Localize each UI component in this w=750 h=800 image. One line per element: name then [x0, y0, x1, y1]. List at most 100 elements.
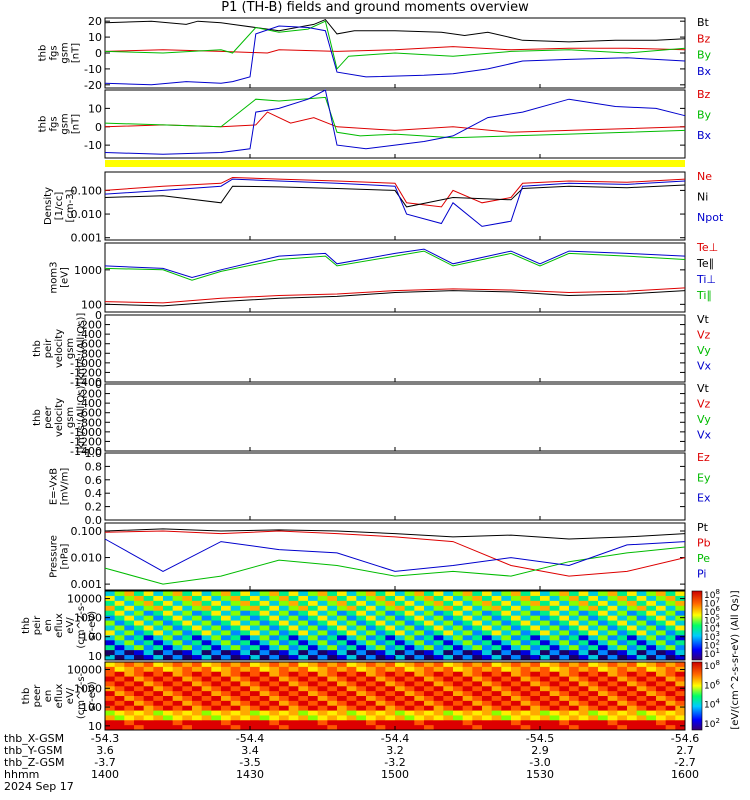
heatmap-cell: [250, 605, 261, 612]
heatmap-cell: [356, 600, 367, 607]
heatmap-cell: [317, 671, 328, 678]
heatmap-cell: [385, 710, 396, 716]
heatmap-cell: [598, 676, 609, 682]
heatmap-cell: [530, 625, 541, 631]
heatmap-cell: [414, 630, 425, 636]
heatmap-cell: [501, 645, 512, 651]
heatmap-cell: [385, 620, 396, 626]
heatmap-cell: [385, 655, 396, 661]
heatmap-cell: [559, 615, 570, 622]
heatmap-cell: [549, 662, 560, 668]
heatmap-cell: [549, 595, 560, 602]
heatmap-cell: [588, 620, 599, 626]
heatmap-cell: [520, 720, 531, 726]
y-axis-label: eflux: [54, 684, 65, 709]
heatmap-cell: [308, 625, 319, 631]
heatmap-cell: [308, 650, 319, 656]
heatmap-cell: [501, 696, 512, 702]
heatmap-cell: [540, 666, 551, 673]
heatmap-cell: [520, 710, 531, 716]
heatmap-cell: [153, 662, 164, 668]
heatmap-cell: [433, 655, 444, 661]
heatmap-cell: [530, 640, 541, 646]
heatmap-cell: [114, 595, 125, 602]
heatmap-cell: [540, 600, 551, 607]
heatmap-cell: [201, 625, 212, 631]
heatmap-cell: [665, 625, 676, 631]
heatmap-cell: [221, 600, 232, 607]
heatmap-cell: [279, 676, 290, 682]
heatmap-cell: [143, 671, 154, 678]
heatmap-cell: [646, 645, 657, 651]
heatmap-cell: [472, 630, 483, 636]
heatmap-cell: [511, 600, 522, 607]
heatmap-cell: [182, 686, 193, 692]
heatmap-cell: [259, 700, 270, 707]
heatmap-cell: [211, 686, 222, 692]
heatmap-cell: [482, 715, 493, 721]
heatmap-cell: [588, 625, 599, 631]
heatmap-cell: [472, 710, 483, 716]
heatmap-cell: [424, 645, 435, 651]
heatmap-cell: [491, 662, 502, 668]
heatmap-cell: [646, 650, 657, 656]
heatmap-cell: [578, 605, 589, 612]
heatmap-cell: [646, 710, 657, 716]
heatmap-cell: [356, 720, 367, 726]
heatmap-cell: [482, 610, 493, 617]
heatmap-cell: [385, 625, 396, 631]
heatmap-cell: [279, 691, 290, 697]
y-tick-label: 0: [95, 47, 102, 60]
heatmap-cell: [598, 681, 609, 687]
heatmap-cell: [114, 725, 125, 731]
heatmap-cell: [172, 605, 183, 612]
heatmap-cell: [124, 645, 135, 651]
heatmap-cell: [395, 640, 406, 646]
heatmap-cell: [636, 686, 647, 692]
heatmap-cell: [356, 650, 367, 656]
heatmap-cell: [269, 715, 280, 721]
heatmap-cell: [395, 645, 406, 651]
heatmap-cell: [288, 676, 299, 682]
heatmap-cell: [404, 681, 415, 687]
heatmap-cell: [617, 635, 628, 641]
heatmap-cell: [201, 591, 212, 597]
heatmap-cell: [317, 720, 328, 726]
heatmap-cell: [385, 686, 396, 692]
x-axis-value: -3.0: [529, 756, 551, 769]
heatmap-cell: [317, 686, 328, 692]
heatmap-cell: [288, 700, 299, 707]
heatmap-cell: [559, 725, 570, 731]
heatmap-cell: [665, 650, 676, 656]
heatmap-cell: [346, 615, 357, 622]
heatmap-cell: [569, 635, 580, 641]
y-axis-label: [km/s (All Qs)]: [76, 313, 87, 385]
heatmap-cell: [530, 650, 541, 656]
heatmap-cell: [269, 662, 280, 668]
heatmap-cell: [588, 700, 599, 707]
heatmap-cell: [337, 655, 348, 661]
heatmap-cell: [337, 620, 348, 626]
heatmap-cell: [520, 655, 531, 661]
heatmap-cell: [317, 600, 328, 607]
x-axis-row-label: thb_Z-GSM: [4, 756, 65, 769]
x-axis-value: 3.2: [386, 744, 404, 757]
heatmap-cell: [472, 671, 483, 678]
heatmap-cell: [269, 686, 280, 692]
heatmap-cell: [308, 630, 319, 636]
heatmap-cell: [549, 591, 560, 597]
heatmap-cell: [491, 696, 502, 702]
heatmap-cell: [578, 681, 589, 687]
heatmap-cell: [259, 715, 270, 721]
heatmap-cell: [317, 715, 328, 721]
heatmap-cell: [298, 720, 309, 726]
heatmap-cell: [105, 725, 116, 731]
heatmap-cell: [646, 595, 657, 602]
heatmap-cell: [414, 662, 425, 668]
heatmap-cell: [134, 725, 145, 731]
legend-Pb: Pb: [697, 537, 711, 550]
heatmap-cell: [665, 645, 676, 651]
heatmap-cell: [385, 671, 396, 678]
heatmap-cell: [443, 710, 454, 716]
heatmap-cell: [192, 681, 203, 687]
